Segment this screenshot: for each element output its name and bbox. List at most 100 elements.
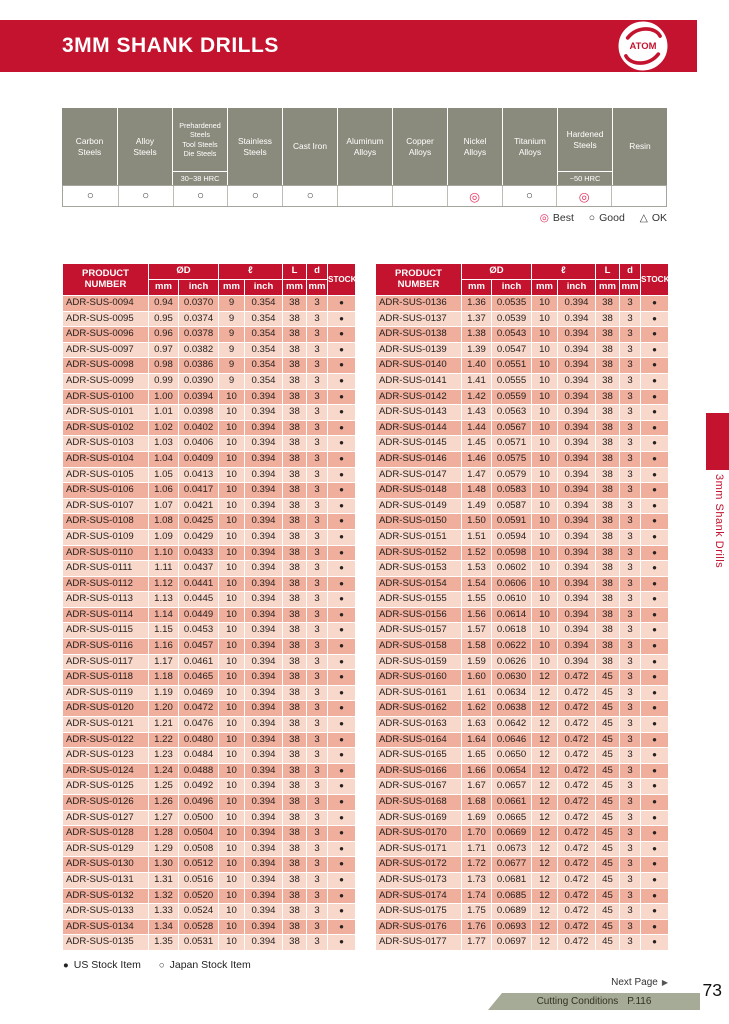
drill-row: ADR-SUS-0135 1.35 0.0531 10 0.394 38 3 ● [62,934,356,951]
ell-mm: 10 [531,528,558,546]
L-mm: 38 [282,638,307,655]
stock-dot: ● [640,513,669,530]
L-mm: 38 [282,716,307,733]
drill-row: ADR-SUS-0158 1.58 0.0622 10 0.394 38 3 ● [375,638,669,655]
L-mm: 38 [282,731,307,749]
od-mm: 1.03 [148,435,179,452]
ell-inch: 0.394 [244,778,283,795]
ell-mm: 12 [531,700,558,718]
ell-inch: 0.394 [557,372,596,390]
ell-inch: 0.472 [557,778,596,795]
drill-row: ADR-SUS-0134 1.34 0.0528 10 0.394 38 3 ● [62,918,356,936]
drill-row: ADR-SUS-0136 1.36 0.0535 10 0.394 38 3 ● [375,295,669,312]
material-rating-titanium-alloys: ○ [501,186,557,206]
ell-mm: 12 [531,716,558,733]
od-mm: 1.29 [148,840,179,858]
stock-dot: ● [640,669,669,686]
drill-row: ADR-SUS-0137 1.37 0.0539 10 0.394 38 3 ● [375,310,669,328]
ell-inch: 0.394 [557,528,596,546]
d-mm: 3 [619,716,641,733]
ell-inch: 0.472 [557,918,596,936]
ell-mm: 12 [531,934,558,951]
od-inch: 0.0642 [491,716,532,733]
ell-inch: 0.394 [557,653,596,671]
L-mm: 45 [595,716,620,733]
ell-mm: 10 [531,497,558,515]
ell-inch: 0.472 [557,731,596,749]
ell-inch: 0.394 [557,357,596,374]
ell-inch: 0.394 [244,669,283,686]
ell-inch: 0.394 [557,591,596,608]
ell-mm: 10 [531,388,558,406]
od-mm: 1.21 [148,716,179,733]
stock-dot: ● [640,419,669,437]
next-page-link[interactable]: Next Page ▶ [611,977,668,988]
drill-row: ADR-SUS-0131 1.31 0.0516 10 0.394 38 3 ● [62,871,356,889]
od-mm: 0.99 [148,372,179,390]
product-number: ADR-SUS-0148 [375,482,462,499]
d-mm: 3 [619,419,641,437]
od-inch: 0.0406 [178,435,219,452]
d-mm: 3 [306,716,328,733]
L-mm: 45 [595,918,620,936]
material-label: Carbon Steels [75,135,104,157]
unit-od-inch: inch [491,279,532,296]
od-mm: 1.64 [461,731,492,749]
ell-mm: 10 [531,513,558,530]
od-mm: 1.33 [148,903,179,920]
drill-row: ADR-SUS-0120 1.20 0.0472 10 0.394 38 3 ● [62,700,356,718]
od-mm: 1.13 [148,591,179,608]
product-number: ADR-SUS-0145 [375,435,462,452]
L-mm: 45 [595,825,620,842]
od-inch: 0.0571 [491,435,532,452]
product-number: ADR-SUS-0150 [375,513,462,530]
col-od: ØD [461,263,532,280]
material-rating-stainless-steels: ○ [227,186,282,206]
drill-row: ADR-SUS-0114 1.14 0.0449 10 0.394 38 3 ● [62,606,356,624]
cutting-conditions-link[interactable]: Cutting Conditions P.116 [488,993,700,1010]
d-mm: 3 [306,778,328,795]
legend-good: ○ Good [589,212,625,224]
od-inch: 0.0626 [491,653,532,671]
drill-row: ADR-SUS-0109 1.09 0.0429 10 0.394 38 3 ● [62,528,356,546]
ell-inch: 0.394 [244,560,283,577]
od-mm: 0.94 [148,295,179,312]
od-inch: 0.0598 [491,544,532,562]
L-mm: 38 [595,575,620,593]
best-label: Best [552,212,574,224]
L-mm: 38 [282,466,307,484]
drill-row: ADR-SUS-0116 1.16 0.0457 10 0.394 38 3 ● [62,638,356,655]
L-mm: 38 [595,388,620,406]
od-inch: 0.0646 [491,731,532,749]
stock-dot: ● [327,295,356,312]
ell-inch: 0.472 [557,700,596,718]
ell-mm: 10 [218,575,245,593]
od-inch: 0.0657 [491,778,532,795]
stock-dot: ● [327,731,356,749]
stock-dot: ● [327,591,356,608]
L-mm: 38 [282,887,307,905]
od-mm: 1.45 [461,435,492,452]
L-mm: 38 [595,560,620,577]
product-number: ADR-SUS-0098 [62,357,149,374]
product-number: ADR-SUS-0142 [375,388,462,406]
hardness-range: 30~38 HRC [173,171,227,185]
material-rating-cast-iron: ○ [282,186,337,206]
drill-row: ADR-SUS-0159 1.59 0.0626 10 0.394 38 3 ● [375,653,669,671]
unit-ell-mm: mm [218,279,245,296]
open-dot-icon: ○ [158,960,165,971]
od-mm: 1.32 [148,887,179,905]
L-mm: 38 [282,762,307,780]
od-inch: 0.0370 [178,295,219,312]
drill-row: ADR-SUS-0112 1.12 0.0441 10 0.394 38 3 ● [62,575,356,593]
ell-mm: 10 [218,903,245,920]
stock-dot: ● [327,716,356,733]
od-mm: 1.22 [148,731,179,749]
od-mm: 1.01 [148,404,179,421]
od-mm: 1.39 [461,341,492,359]
stock-dot: ● [327,497,356,515]
od-inch: 0.0445 [178,591,219,608]
od-inch: 0.0555 [491,372,532,390]
L-mm: 38 [282,482,307,499]
drill-row: ADR-SUS-0162 1.62 0.0638 12 0.472 45 3 ● [375,700,669,718]
